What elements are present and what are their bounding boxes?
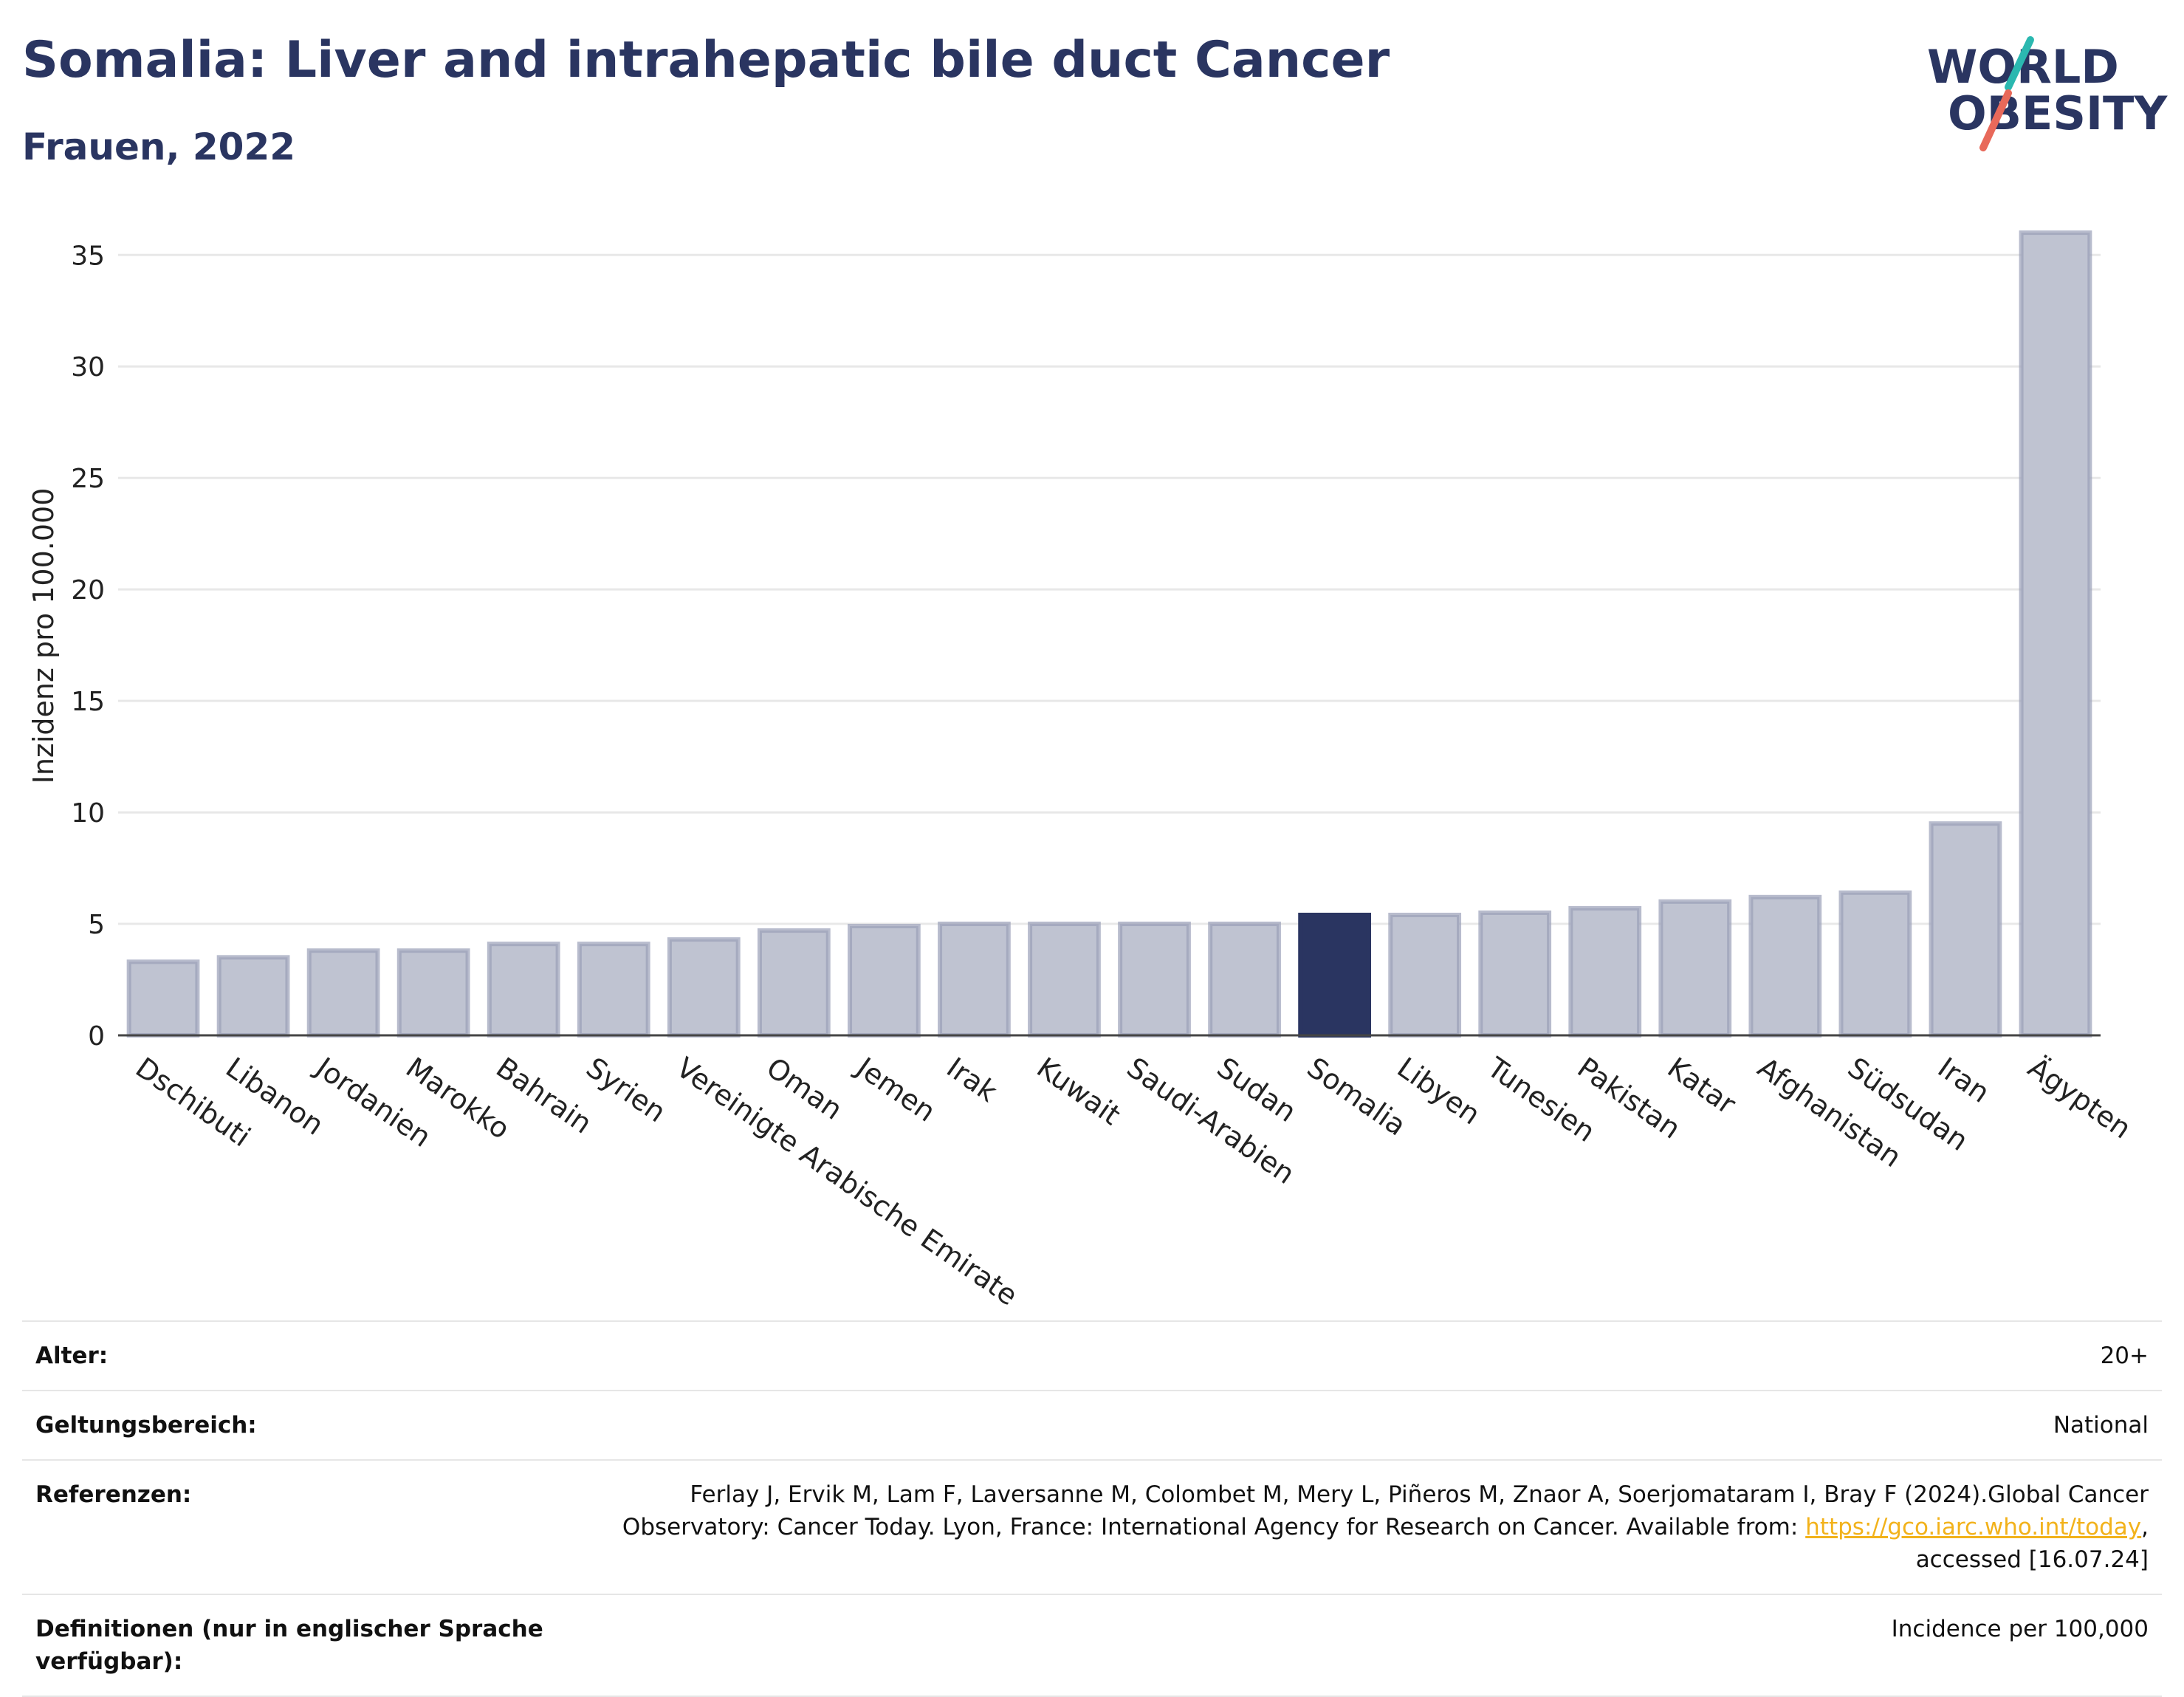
bar-libanon [216, 955, 290, 1038]
meta-row-definitions: Definitionen (nur in englischer Sprache … [22, 1594, 2162, 1697]
y-tick-label: 5 [88, 910, 105, 940]
bar-marokko [396, 948, 470, 1038]
meta-row-references: Referenzen: Ferlay J, Ervik M, Lam F, La… [22, 1459, 2162, 1594]
logo-slash-teal [2005, 36, 2034, 91]
bar-oman [757, 928, 831, 1038]
y-tick-label: 10 [71, 798, 105, 829]
bar-libyen [1388, 912, 1462, 1038]
chart-subtitle: Frauen, 2022 [22, 126, 296, 168]
meta-ref-label: Referenzen: [35, 1481, 192, 1508]
x-tick-label: Irak [941, 1051, 1003, 1108]
x-tick-label: Ägypten [2022, 1051, 2137, 1145]
bar-pakistan [1568, 905, 1642, 1038]
bar-irak [938, 922, 1011, 1038]
ref-text: Ferlay J, Ervik M, Lam F, Laversanne M, … [622, 1481, 2149, 1540]
y-tick-label: 15 [71, 687, 105, 717]
meta-scope-label: Geltungsbereich: [35, 1412, 257, 1439]
bar-sudan [1208, 922, 1281, 1038]
bar-saudi-arabien [1118, 922, 1191, 1038]
meta-age-value: 20+ [2100, 1343, 2149, 1369]
x-tick-label: Jemen [850, 1050, 941, 1128]
meta-age-label: Alter: [35, 1343, 109, 1369]
chart-title: Somalia: Liver and intrahepatic bile duc… [22, 31, 1390, 89]
bar-afghanistan [1748, 894, 1822, 1038]
metadata-table: Alter: 20+ Geltungsbereich: National Ref… [22, 1320, 2162, 1697]
ref-text-end: , accessed [16.07.24] [1915, 1514, 2149, 1573]
y-tick-label: 20 [71, 575, 105, 606]
bar-jemen [848, 924, 921, 1038]
bar-somalia [1298, 912, 1371, 1038]
bar-katar [1658, 899, 1732, 1038]
meta-row-scope: Geltungsbereich: National [22, 1390, 2162, 1459]
logo-text-obesity: OBESITY [1948, 86, 2168, 140]
bar-iran [1929, 821, 2002, 1038]
meta-def-value: Incidence per 100,000 [1891, 1616, 2149, 1642]
bar-jordanien [306, 948, 380, 1038]
y-tick-label: 30 [71, 352, 105, 383]
bar-syrien [577, 942, 650, 1038]
y-tick-label: 35 [71, 241, 105, 271]
x-tick-label: Iran [1932, 1051, 1996, 1109]
bar-vereinigte-arabische-emirate [667, 937, 741, 1038]
meta-ref-value: Ferlay J, Ervik M, Lam F, Laversanne M, … [613, 1478, 2149, 1576]
meta-scope-value: National [2053, 1412, 2149, 1439]
world-obesity-logo: WORLD OBESITY [1927, 36, 2168, 151]
bar-südsudan [1838, 890, 1912, 1038]
bar-tunesien [1478, 910, 1552, 1038]
meta-def-label: Definitionen (nur in englischer Sprache … [35, 1616, 543, 1675]
ref-link[interactable]: https://gco.iarc.who.int/today [1805, 1514, 2142, 1540]
y-axis-label: Inzidenz pro 100.000 [27, 488, 60, 784]
x-tick-label: Somalia [1301, 1051, 1412, 1142]
logo-slash-coral [1979, 89, 2012, 151]
bar-kuwait [1028, 922, 1101, 1038]
bar-dschibuti [126, 959, 200, 1038]
y-tick-label: 0 [88, 1021, 105, 1052]
x-tick-label: Kuwait [1031, 1051, 1126, 1131]
meta-row-age: Alter: 20+ [22, 1320, 2162, 1390]
y-tick-label: 25 [71, 464, 105, 494]
bar-bahrain [487, 942, 560, 1038]
bar-ägypten [2019, 230, 2092, 1038]
